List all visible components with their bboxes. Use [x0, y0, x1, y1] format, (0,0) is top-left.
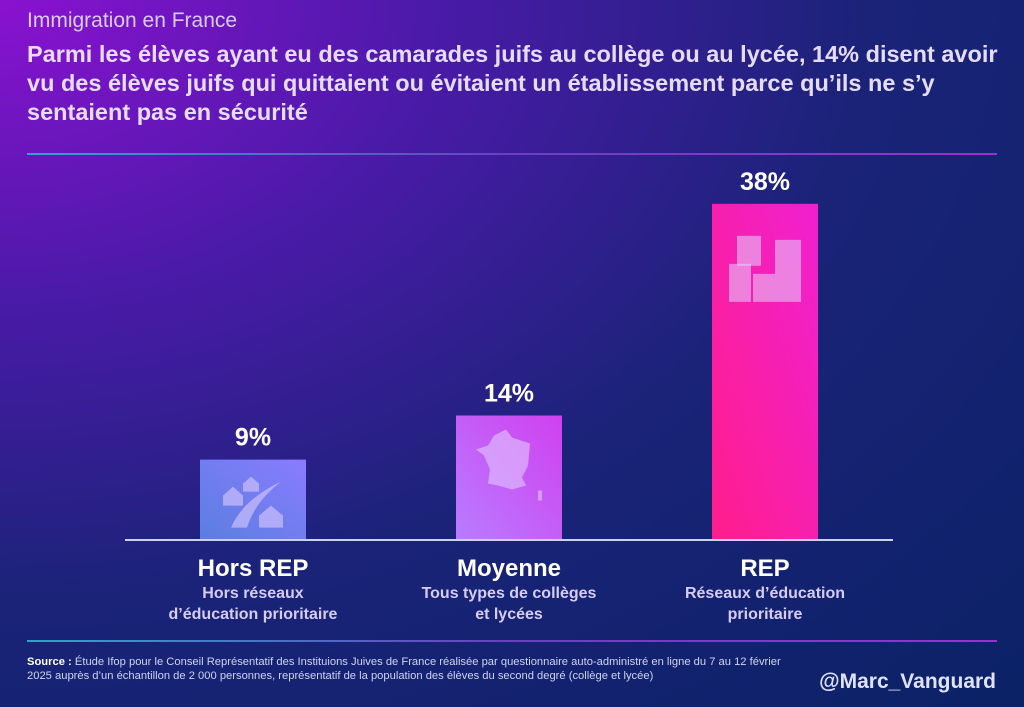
kicker: Immigration en France	[27, 9, 238, 32]
category-label: Hors REP	[197, 555, 309, 582]
category-subtitle: Hors réseaux d’éducation prioritaire	[168, 585, 338, 623]
bar-chart: 9% 14% 38%	[125, 168, 893, 541]
value-label: 38%	[740, 168, 790, 196]
source-text: Étude Ifop pour le Conseil Représentatif…	[27, 656, 781, 682]
category-label: REP	[740, 555, 790, 582]
category-label: Moyenne	[456, 555, 561, 582]
value-label: 14%	[484, 380, 534, 408]
author-handle: @Marc_Vanguard	[819, 670, 996, 693]
divider-top	[27, 153, 997, 155]
divider-bottom	[27, 640, 997, 642]
buildings-icon	[729, 235, 801, 302]
headline: Parmi les élèves ayant eu des camarades …	[27, 41, 998, 125]
france-map-icon	[476, 429, 542, 501]
bar-rep	[712, 203, 818, 539]
category-moyenne: Moyenne Tous types de collèges et lycées	[379, 555, 639, 625]
category-rep: REP Réseaux d’éducation prioritaire	[635, 555, 895, 625]
source-note: Source : Étude Ifop pour le Conseil Repr…	[27, 655, 787, 683]
value-label: 9%	[235, 424, 271, 452]
category-hors-rep: Hors REP Hors réseaux d’éducation priori…	[123, 555, 383, 625]
category-subtitle: Tous types de collèges et lycées	[421, 585, 597, 623]
source-label: Source :	[27, 656, 72, 668]
category-subtitle: Réseaux d’éducation prioritaire	[684, 585, 846, 623]
houses-road-icon	[223, 476, 283, 528]
